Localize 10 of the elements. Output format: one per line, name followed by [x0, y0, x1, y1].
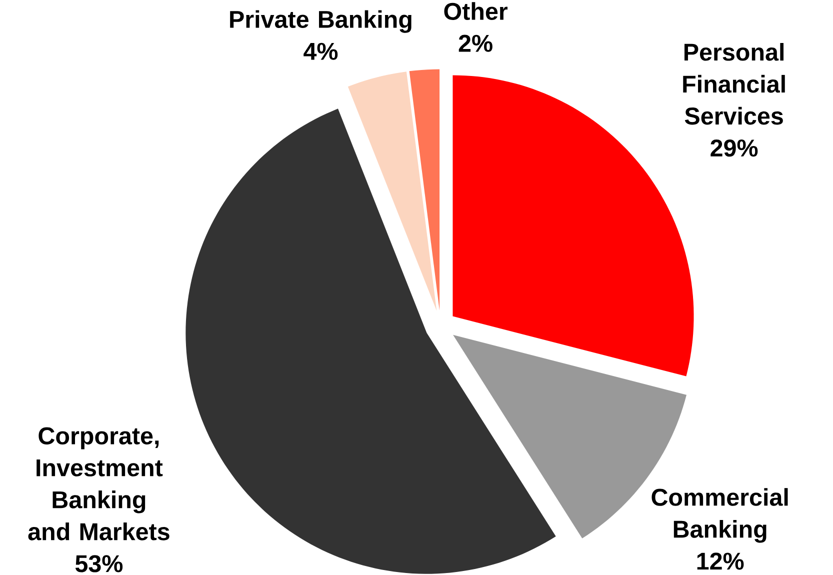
- slice-label: Commercial Banking: [652, 488, 788, 543]
- data-label: 12%: [697, 552, 744, 570]
- slice-label: Other: [444, 2, 508, 20]
- slice-label: Private Banking: [230, 10, 412, 34]
- slice-label: Personal Financial Services: [683, 43, 785, 125]
- data-label: 53%: [75, 555, 123, 573]
- slice-label: Corporate, Investment Banking and Markets: [28, 428, 170, 541]
- data-label: 4%: [304, 43, 338, 60]
- data-label: 29%: [710, 140, 758, 157]
- data-label: 2%: [458, 35, 492, 52]
